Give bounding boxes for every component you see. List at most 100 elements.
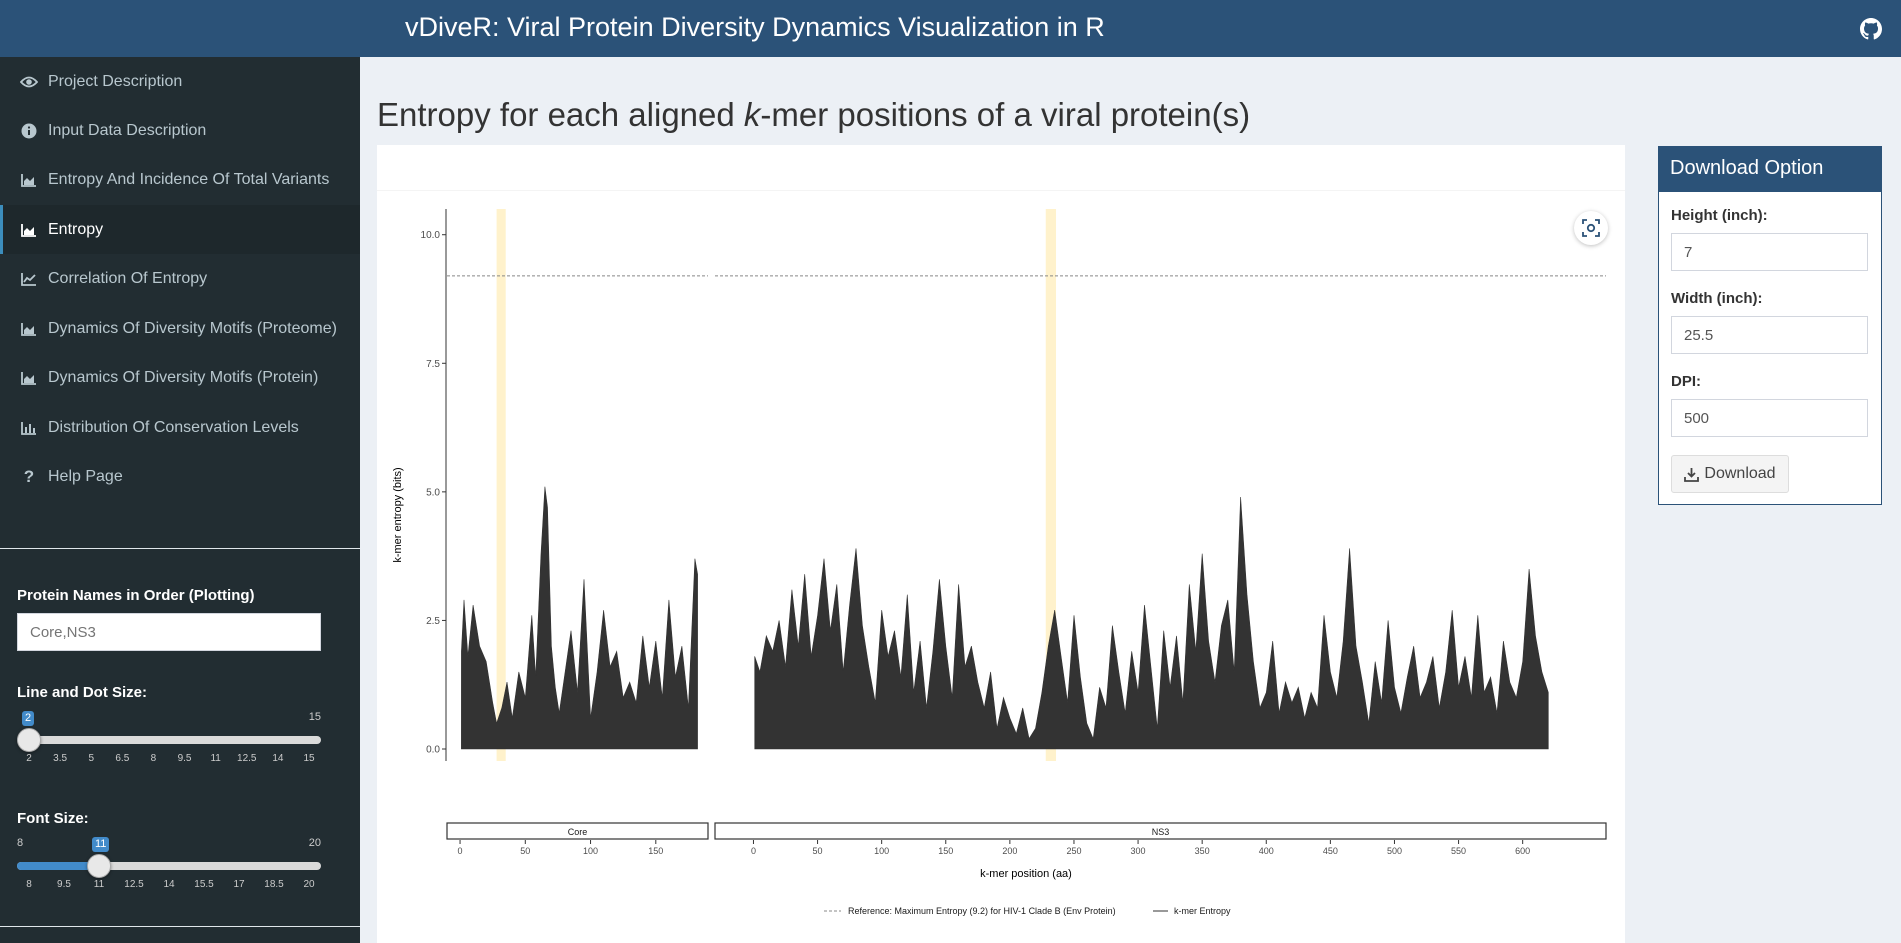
x-axis-label: k-mer position (aa): [980, 868, 1072, 880]
download-button[interactable]: Download: [1671, 455, 1789, 493]
dpi-label: DPI:: [1671, 373, 1701, 390]
sidebar-item-label: Distribution Of Conservation Levels: [48, 418, 299, 436]
app-header: vDiveR: Viral Protein Diversity Dynamics…: [0, 0, 1901, 57]
sidebar-item-diversity-motifs-protein[interactable]: Dynamics Of Diversity Motifs (Protein): [0, 353, 360, 402]
line-dot-size-slider[interactable]: 2 15 2 3.5 5 6.5 8 9.5 11 12.5 14 15: [17, 711, 321, 771]
x-tick-label: 500: [1387, 846, 1402, 856]
legend-label-entropy: k-mer Entropy: [1174, 906, 1231, 916]
slider-tick-label: 18.5: [264, 879, 284, 890]
y-tick-label: 5.0: [426, 487, 440, 498]
slider-handle[interactable]: [87, 854, 111, 878]
eye-icon: [20, 73, 38, 91]
y-tick-label: 7.5: [426, 359, 440, 370]
x-tick-label: 200: [1002, 846, 1017, 856]
font-size-slider[interactable]: 8 11 20 8 9.5 11 12.5 14 15.5 17 18.5 20: [17, 837, 321, 897]
entropy-area-core: [461, 486, 698, 750]
x-tick-label: 150: [648, 846, 663, 856]
slider-tick-label: 20: [303, 879, 315, 890]
x-tick-label: 50: [813, 846, 823, 856]
y-tick-label: 0.0: [426, 745, 440, 756]
slider-track[interactable]: [17, 736, 321, 744]
box-divider: [377, 190, 1625, 191]
sidebar-item-entropy-and-incidence[interactable]: Entropy And Incidence Of Total Variants: [0, 155, 360, 204]
width-input[interactable]: [1671, 316, 1868, 354]
slider-tick-label: 5: [88, 753, 94, 764]
slider-tick-label: 17: [233, 879, 245, 890]
slider-tick-label: 9.5: [177, 753, 192, 764]
sidebar-item-label: Input Data Description: [48, 121, 207, 139]
sidebar: Project Description Input Data Descripti…: [0, 57, 360, 943]
download-button-label: Download: [1704, 465, 1776, 482]
page-title: Entropy for each aligned k-mer positions…: [377, 96, 1250, 134]
slider-handle[interactable]: [17, 728, 41, 752]
sidebar-item-help-page[interactable]: ? Help Page: [0, 452, 360, 501]
sidebar-item-project-description[interactable]: Project Description: [0, 57, 360, 106]
height-input[interactable]: [1671, 233, 1868, 271]
page-title-part: Entropy for each aligned: [377, 96, 744, 133]
entropy-chart: 0.0 2.5 5.0 7.5 10.0 k-mer entropy (bits) Core…: [392, 209, 1607, 916]
slider-tick-label: 6.5: [115, 753, 130, 764]
slider-ticks: 2 3.5 5 6.5 8 9.5 11 12.5 14 15: [17, 753, 321, 771]
x-tick-label: 50: [520, 846, 530, 856]
sidebar-item-conservation-levels[interactable]: Distribution Of Conservation Levels: [0, 403, 360, 452]
page-title-part: -mer positions of a viral protein(s): [760, 96, 1251, 133]
protein-names-input[interactable]: [17, 613, 321, 651]
sidebar-item-label: Help Page: [48, 467, 123, 485]
slider-ticks: 8 9.5 11 12.5 14 15.5 17 18.5 20: [17, 879, 321, 897]
font-size-label: Font Size:: [17, 810, 89, 827]
info-icon: [20, 122, 38, 140]
slider-tick-label: 2: [26, 753, 32, 764]
sidebar-item-label: Correlation Of Entropy: [48, 269, 208, 287]
highlight-band: [496, 209, 506, 761]
x-tick-label: 600: [1515, 846, 1530, 856]
facet-strip: [446, 822, 709, 840]
area-chart-icon: [20, 369, 38, 387]
slider-max-label: 15: [308, 711, 321, 723]
slider-max-label: 20: [308, 837, 321, 849]
slider-tick-label: 3.5: [53, 753, 68, 764]
slider-tick-label: 8: [26, 879, 32, 890]
slider-tick-label: 9.5: [57, 879, 71, 890]
github-icon[interactable]: [1860, 18, 1882, 40]
width-label: Width (inch):: [1671, 290, 1763, 307]
camera-icon: [1582, 219, 1600, 237]
slider-tick-label: 14: [163, 879, 175, 890]
highlight-band: [1045, 209, 1057, 761]
height-label: Height (inch):: [1671, 207, 1768, 224]
line-dot-size-label: Line and Dot Size:: [17, 684, 148, 701]
slider-value-badge: 11: [92, 837, 110, 852]
slider-fill: [17, 862, 99, 870]
slider-tick-label: 8: [150, 753, 157, 764]
slider-tick-label: 12.5: [124, 879, 144, 890]
slider-tick-label: 15: [303, 753, 315, 764]
legend-label-reference: Reference: Maximum Entropy (9.2) for HIV…: [848, 906, 1116, 916]
slider-track[interactable]: [17, 862, 321, 870]
y-tick-label: 10.0: [421, 230, 441, 241]
dpi-input[interactable]: [1671, 399, 1868, 437]
sidebar-item-entropy[interactable]: Entropy: [0, 205, 360, 254]
x-tick-label: 350: [1195, 846, 1210, 856]
plot-box: 0.0 2.5 5.0 7.5 10.0 k-mer entropy (bits) Core…: [377, 145, 1625, 943]
screenshot-button[interactable]: [1574, 211, 1608, 245]
sidebar-item-diversity-motifs-proteome[interactable]: Dynamics Of Diversity Motifs (Proteome): [0, 304, 360, 353]
sidebar-item-correlation-of-entropy[interactable]: Correlation Of Entropy: [0, 254, 360, 303]
x-tick-label: 450: [1323, 846, 1338, 856]
slider-min-label: 8: [17, 837, 24, 849]
sidebar-item-label: Project Description: [48, 72, 183, 90]
question-icon: ?: [23, 466, 35, 486]
app-title: vDiveR: Viral Protein Diversity Dynamics…: [405, 12, 1105, 42]
x-tick-label: 100: [874, 846, 889, 856]
protein-names-label: Protein Names in Order (Plotting): [17, 587, 255, 604]
line-chart-icon: [20, 270, 38, 288]
facet-strip-label: Core: [568, 827, 588, 837]
sidebar-item-label: Entropy And Incidence Of Total Variants: [48, 170, 330, 188]
y-tick-label: 2.5: [426, 616, 440, 627]
slider-value-badge: 2: [22, 711, 35, 726]
area-chart-icon: [20, 320, 38, 338]
slider-tick-label: 11: [210, 753, 221, 764]
sidebar-item-label: Dynamics Of Diversity Motifs (Protein): [48, 368, 319, 386]
sidebar-item-input-data-description[interactable]: Input Data Description: [0, 106, 360, 155]
entropy-area-ns3: [754, 496, 1549, 750]
area-chart-icon: [20, 171, 38, 189]
x-tick-label: 550: [1451, 846, 1466, 856]
